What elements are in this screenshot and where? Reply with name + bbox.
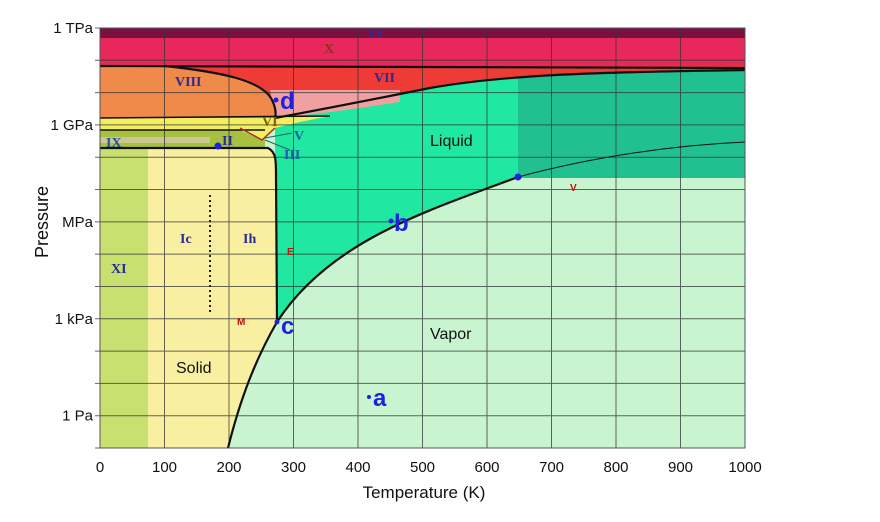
x-tick-label: 200 — [216, 459, 241, 476]
label-ice-viii: VIII — [175, 75, 201, 90]
boundary-vi-top — [99, 115, 331, 119]
boundary-viii-vii — [164, 64, 277, 119]
marker-v: V — [570, 183, 577, 194]
label-ice-xi: XI — [111, 262, 127, 277]
label-ice-x: X — [324, 42, 334, 57]
label-vapor: Vapor — [430, 326, 472, 343]
y-tick-label: MPa — [62, 214, 94, 231]
region-ice-ih — [148, 148, 277, 448]
x-tick-label: 500 — [410, 459, 435, 476]
x-tick-label: 400 — [345, 459, 370, 476]
label-ice-ih: Ih — [243, 232, 256, 247]
marker-m: M — [237, 317, 245, 328]
point-b-label: b — [394, 210, 409, 237]
region-ice-ix-band — [100, 137, 210, 143]
y-tick-label: 1 TPa — [53, 20, 93, 37]
plot-frame — [99, 27, 746, 449]
marker-e: E — [287, 247, 294, 258]
label-ice-ic: Ic — [180, 232, 192, 247]
point-b-dot — [388, 218, 394, 224]
region-pink — [270, 90, 400, 118]
region-liquid — [275, 70, 745, 322]
boundary-sublimation — [226, 321, 278, 449]
x-tick-label: 300 — [281, 459, 306, 476]
pointer-v — [264, 132, 293, 151]
x-tick-label: 0 — [96, 459, 104, 476]
region-ice-viii — [100, 66, 276, 118]
x-axis: 0 100 200 300 400 500 600 700 800 900 1000 — [96, 459, 762, 476]
boundary-ii-iii — [239, 127, 276, 141]
label-ice-vi: VI — [262, 115, 278, 130]
label-ice-xi-top: XI — [367, 27, 383, 42]
label-liquid: Liquid — [430, 133, 473, 150]
ii-point — [214, 142, 222, 150]
region-ice-vi — [100, 116, 330, 140]
point-a-label: a — [373, 385, 387, 412]
y-axis: 1 TPa 1 GPa MPa 1 kPa 1 Pa — [50, 20, 93, 425]
label-ice-vii: VII — [374, 71, 395, 86]
x-tick-label: 800 — [603, 459, 628, 476]
x-axis-label: Temperature (K) — [363, 483, 486, 502]
point-c-dot — [274, 319, 280, 325]
boundary-supercritical — [517, 141, 746, 178]
point-a-dot — [367, 395, 371, 399]
label-ice-ix: IX — [106, 136, 122, 151]
label-ice-ii: II — [222, 134, 233, 149]
label-solid: Solid — [176, 360, 212, 377]
y-tick-label: 1 kPa — [55, 311, 94, 328]
x-tick-label: 700 — [539, 459, 564, 476]
boundary-vaporization — [276, 175, 519, 323]
point-c-label: c — [281, 313, 294, 340]
y-axis-label: Pressure — [32, 186, 52, 258]
critical-point — [514, 173, 522, 181]
x-tick-label: 1000 — [728, 459, 761, 476]
x-tick-label: 100 — [152, 459, 177, 476]
boundary-vii-x — [99, 64, 746, 70]
x-tick-label: 900 — [668, 459, 693, 476]
label-ice-v: V — [294, 129, 304, 144]
label-ice-iii: III — [284, 148, 300, 163]
point-d-dot — [273, 97, 279, 103]
y-tick-label: 1 Pa — [62, 408, 94, 425]
region-supercritical — [518, 70, 745, 178]
y-tick-label: 1 GPa — [50, 117, 93, 134]
x-tick-label: 600 — [474, 459, 499, 476]
point-d-label: d — [280, 88, 295, 115]
boundary-ih-top — [100, 146, 279, 323]
region-ice-xi — [100, 148, 148, 448]
boundary-liquid-vii — [274, 68, 746, 120]
